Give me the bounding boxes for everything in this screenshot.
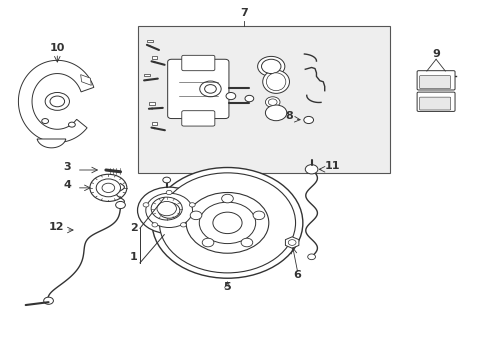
Circle shape bbox=[204, 85, 216, 93]
FancyBboxPatch shape bbox=[416, 92, 454, 111]
Circle shape bbox=[90, 174, 126, 202]
Circle shape bbox=[186, 193, 268, 253]
Text: 4: 4 bbox=[63, 180, 71, 190]
Circle shape bbox=[166, 190, 172, 195]
Circle shape bbox=[145, 193, 192, 228]
Text: 3: 3 bbox=[63, 162, 71, 172]
Circle shape bbox=[265, 105, 286, 121]
Circle shape bbox=[96, 179, 120, 197]
Circle shape bbox=[50, 96, 64, 107]
Circle shape bbox=[102, 183, 115, 193]
Circle shape bbox=[189, 203, 195, 207]
Polygon shape bbox=[19, 60, 94, 143]
Circle shape bbox=[253, 211, 264, 220]
Circle shape bbox=[199, 202, 255, 244]
Circle shape bbox=[158, 203, 180, 218]
FancyBboxPatch shape bbox=[167, 59, 228, 118]
Polygon shape bbox=[146, 40, 152, 42]
Text: 12: 12 bbox=[49, 222, 64, 232]
Polygon shape bbox=[149, 102, 155, 105]
Circle shape bbox=[43, 297, 53, 304]
Text: 6: 6 bbox=[292, 270, 300, 280]
Text: 2: 2 bbox=[129, 223, 137, 233]
Circle shape bbox=[116, 202, 125, 208]
Polygon shape bbox=[285, 237, 298, 248]
Text: 1: 1 bbox=[129, 252, 137, 262]
Circle shape bbox=[180, 223, 186, 227]
Text: 5: 5 bbox=[223, 282, 231, 292]
Circle shape bbox=[303, 116, 313, 123]
Ellipse shape bbox=[265, 97, 280, 108]
Circle shape bbox=[163, 177, 170, 183]
FancyBboxPatch shape bbox=[419, 97, 450, 110]
Circle shape bbox=[287, 240, 295, 246]
Polygon shape bbox=[37, 139, 66, 148]
Circle shape bbox=[151, 197, 182, 220]
Circle shape bbox=[225, 93, 235, 100]
Bar bbox=[137, 26, 389, 173]
Polygon shape bbox=[151, 122, 157, 125]
Text: 9: 9 bbox=[431, 49, 439, 59]
Circle shape bbox=[137, 187, 201, 234]
Circle shape bbox=[212, 212, 242, 234]
Text: 11: 11 bbox=[324, 161, 340, 171]
Circle shape bbox=[307, 254, 315, 260]
Polygon shape bbox=[81, 75, 91, 85]
Circle shape bbox=[261, 59, 281, 73]
Ellipse shape bbox=[262, 70, 289, 93]
Circle shape bbox=[45, 93, 69, 111]
Text: 7: 7 bbox=[240, 8, 248, 18]
Circle shape bbox=[143, 203, 149, 207]
Circle shape bbox=[152, 167, 302, 278]
Text: 8: 8 bbox=[285, 111, 292, 121]
Circle shape bbox=[221, 194, 233, 203]
Circle shape bbox=[202, 238, 213, 247]
Circle shape bbox=[159, 173, 295, 273]
Circle shape bbox=[257, 57, 285, 76]
Ellipse shape bbox=[266, 73, 285, 91]
FancyBboxPatch shape bbox=[182, 55, 214, 71]
Circle shape bbox=[152, 223, 158, 227]
FancyBboxPatch shape bbox=[416, 71, 454, 90]
Polygon shape bbox=[151, 56, 157, 59]
Ellipse shape bbox=[268, 99, 277, 105]
Circle shape bbox=[200, 81, 221, 97]
Text: 10: 10 bbox=[49, 44, 65, 53]
Polygon shape bbox=[144, 73, 150, 76]
Circle shape bbox=[190, 211, 202, 220]
Circle shape bbox=[41, 118, 48, 123]
Circle shape bbox=[68, 122, 75, 127]
Circle shape bbox=[241, 238, 252, 247]
Circle shape bbox=[305, 165, 317, 174]
Circle shape bbox=[244, 95, 253, 102]
FancyBboxPatch shape bbox=[182, 111, 214, 126]
FancyBboxPatch shape bbox=[419, 76, 450, 89]
Circle shape bbox=[157, 202, 176, 216]
